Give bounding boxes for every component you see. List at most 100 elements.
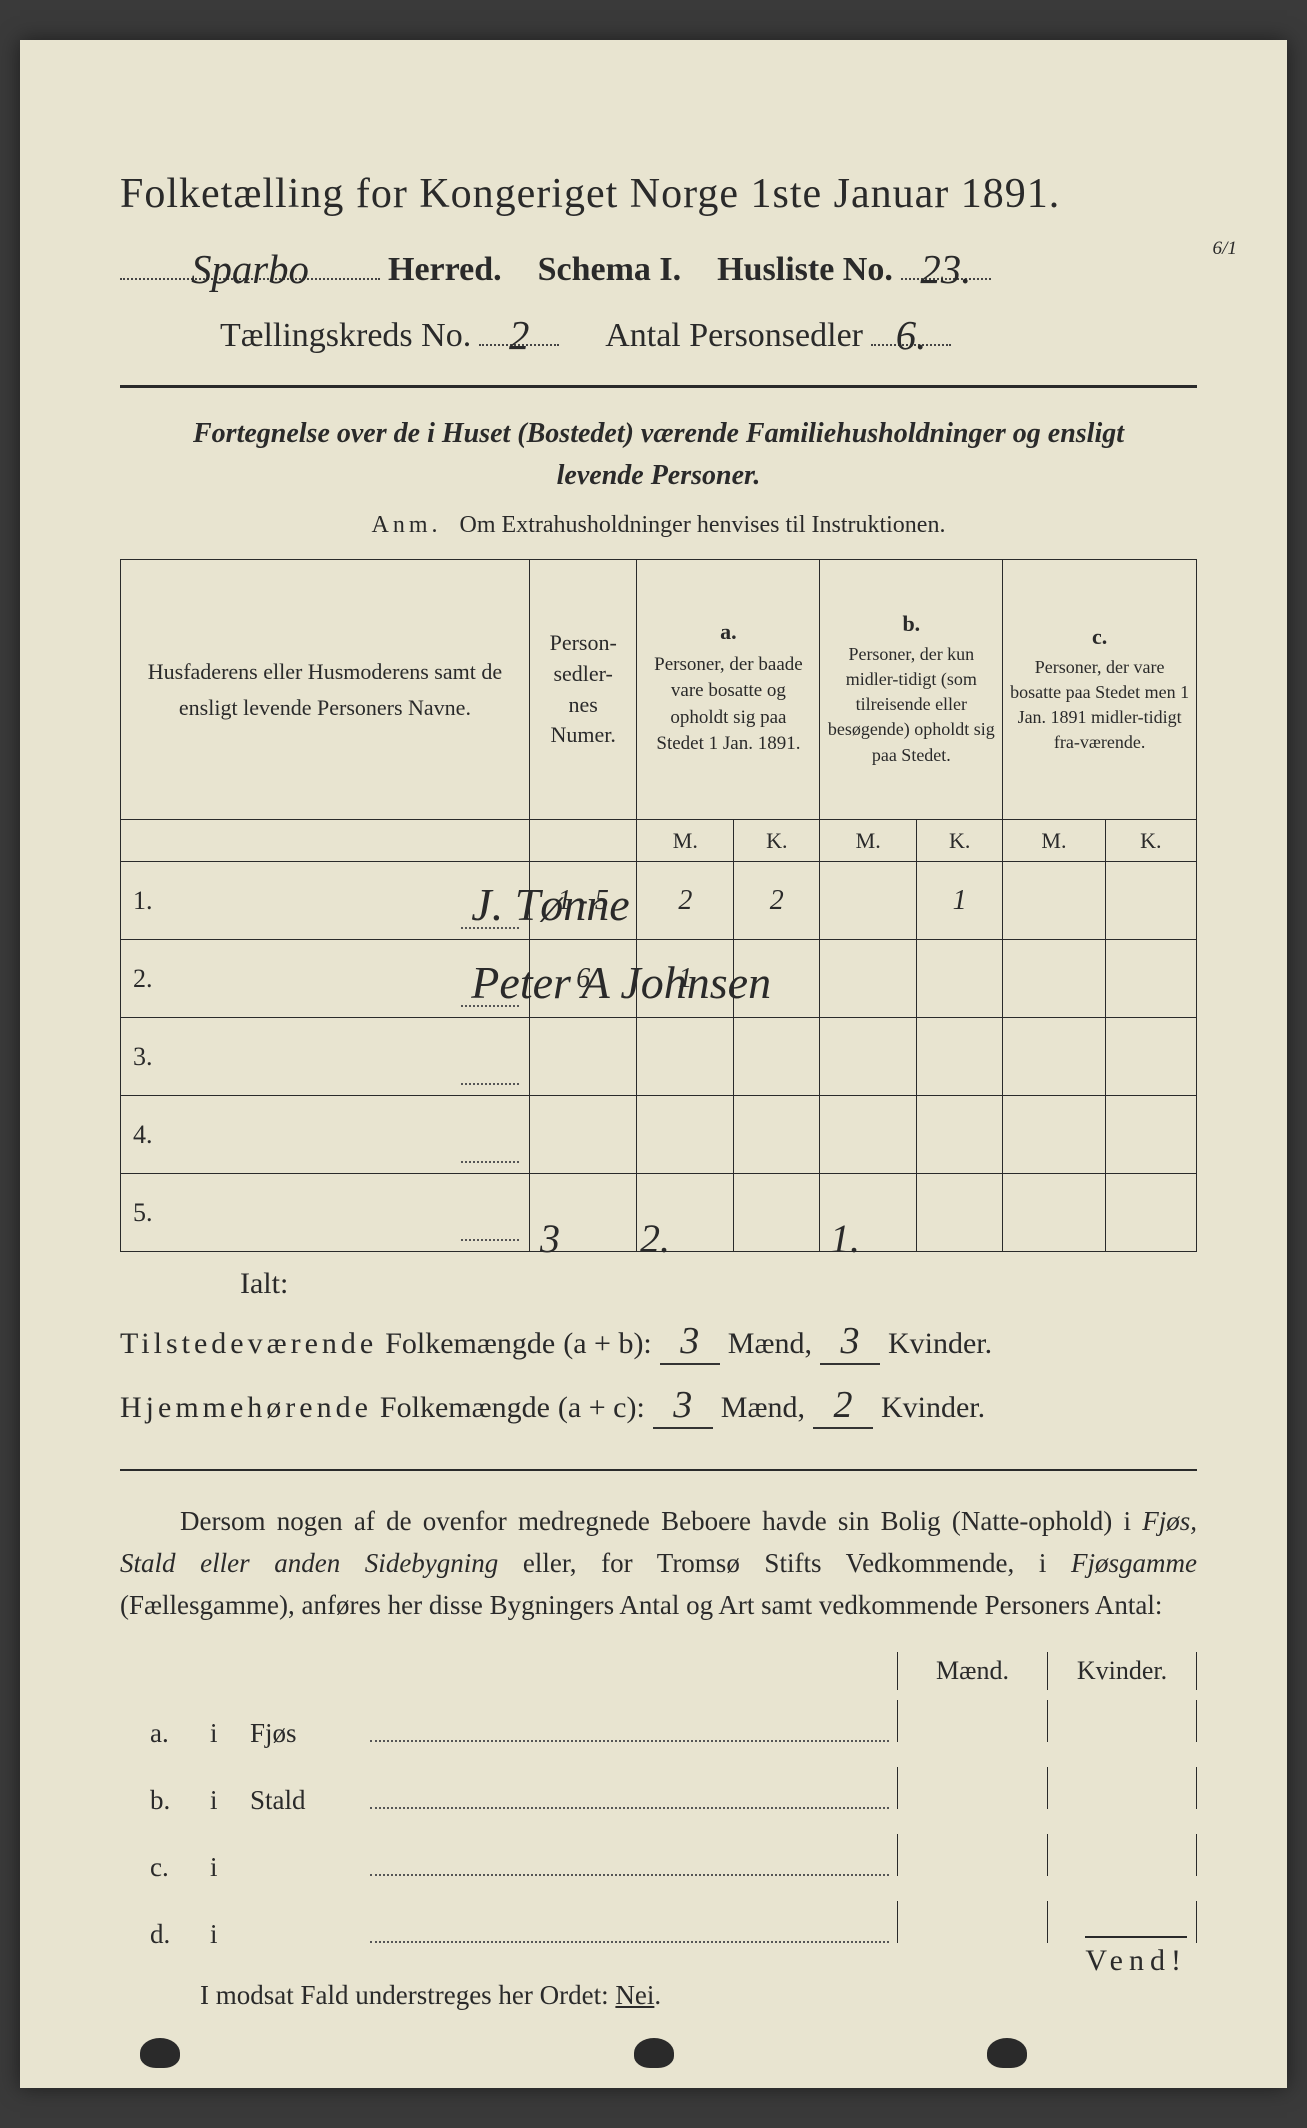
kreds-label: Tællingskreds No. — [220, 317, 471, 355]
punch-hole — [987, 2038, 1027, 2068]
col-c-text: Personer, der vare bosatte paa Stedet me… — [1007, 653, 1192, 758]
b-k-cell — [917, 1174, 1003, 1252]
para-t2: eller, for Tromsø Stifts Vedkommende, i — [498, 1548, 1071, 1578]
b-k-cell: 1 — [917, 862, 1003, 940]
row-number: 3. — [121, 1018, 452, 1096]
punch-hole — [140, 2038, 180, 2068]
col-a-m: M. — [637, 820, 734, 862]
k-col — [1047, 1767, 1197, 1809]
ialt-v3: 1. — [830, 1215, 860, 1262]
mk-column-header: Mænd. Kvinder. — [120, 1652, 1197, 1690]
husliste-label: Husliste No. — [717, 251, 893, 289]
summary-line-2: Hjemmehørende Folkemængde (a + c): 3 Mæn… — [120, 1383, 1197, 1429]
col-b-text: Personer, der kun midler-tidigt (som til… — [824, 640, 998, 770]
herred-label: Herred. — [388, 251, 502, 289]
sum2-m: 3 — [653, 1383, 713, 1429]
sum1-m: 3 — [660, 1319, 720, 1365]
mk-k-label: Kvinder. — [1047, 1652, 1197, 1690]
sum2-maend: Mænd, — [721, 1391, 805, 1425]
table-row: 1.J. Tønne1 - 5221 — [121, 862, 1197, 940]
annotation-line: Anm. Om Extrahusholdninger henvises til … — [120, 512, 1197, 539]
letter-i: i — [210, 1785, 250, 1816]
col-c-header: c. Personer, der vare bosatte paa Stedet… — [1003, 560, 1197, 820]
husliste-field: 23. — [901, 243, 991, 280]
letter-label: b. — [150, 1785, 210, 1816]
letter-word: Stald — [250, 1785, 370, 1816]
sum1-maend: Mænd, — [728, 1327, 812, 1361]
nei-pre: I modsat Fald understreges her Ordet: — [200, 1980, 615, 2010]
letter-row: c.i — [120, 1834, 1197, 1883]
k-col — [1047, 1700, 1197, 1742]
c-m-cell — [1003, 1018, 1105, 1096]
a-k-cell — [734, 1096, 820, 1174]
header-line-3: Tællingskreds No. 2 Antal Personsedler 6… — [120, 309, 1197, 355]
c-k-cell — [1105, 862, 1196, 940]
dotted-line — [370, 1740, 889, 1742]
c-m-cell — [1003, 1174, 1105, 1252]
name-cell — [451, 1018, 529, 1096]
b-m-cell — [820, 1018, 917, 1096]
col-a-k: K. — [734, 820, 820, 862]
mk-m-label: Mænd. — [897, 1652, 1047, 1690]
m-col — [897, 1834, 1047, 1876]
col-b-k: K. — [917, 820, 1003, 862]
col-num-text: Person- sedler- nes Numer. — [534, 628, 633, 751]
anm-text: Om Extrahusholdninger henvises til Instr… — [460, 512, 946, 538]
name-cell — [451, 1096, 529, 1174]
sum1-common: Folkemængde — [385, 1327, 555, 1361]
sum2-k: 2 — [813, 1383, 873, 1429]
col-c-label: c. — [1007, 622, 1192, 653]
row-number: 1. — [121, 862, 452, 940]
letter-row: a.iFjøs — [120, 1700, 1197, 1749]
letter-word: Fjøs — [250, 1718, 370, 1749]
row-number: 2. — [121, 940, 452, 1018]
table-row: 3. — [121, 1018, 1197, 1096]
b-m-cell — [820, 940, 917, 1018]
ialt-v1: 2. — [640, 1215, 670, 1262]
b-m-cell — [820, 862, 917, 940]
b-m-cell — [820, 1096, 917, 1174]
nei-post: . — [654, 1980, 661, 2010]
sum1-k: 3 — [820, 1319, 880, 1365]
sum2-label: Hjemmehørende — [120, 1391, 372, 1425]
sum2-kvinder: Kvinder. — [881, 1391, 985, 1425]
sum1-formula: (a + b): — [563, 1327, 652, 1361]
sum1-kvinder: Kvinder. — [888, 1327, 992, 1361]
b-k-cell — [917, 940, 1003, 1018]
ialt-nums: 3 2. 1. — [540, 1215, 860, 1262]
header-line-2: Sparbo Herred. Schema I. Husliste No. 23… — [120, 243, 1197, 289]
m-col — [897, 1901, 1047, 1943]
ialt-v0: 3 — [540, 1215, 560, 1262]
herred-field: Sparbo — [120, 243, 380, 280]
sedler-cell — [529, 1018, 637, 1096]
kreds-field: 2 — [479, 309, 559, 346]
nei-line: I modsat Fald understreges her Ordet: Ne… — [120, 1980, 1197, 2011]
letter-row: b.iStald — [120, 1767, 1197, 1816]
divider — [120, 385, 1197, 388]
mk-header-row: M. K. M. K. M. K. — [121, 820, 1197, 862]
antal-field: 6. — [871, 309, 951, 346]
c-m-cell — [1003, 1096, 1105, 1174]
herred-value: Sparbo — [191, 246, 309, 293]
name-value: Peter A Johnsen — [471, 956, 771, 1009]
letter-i: i — [210, 1852, 250, 1883]
vend-label: Vend! — [1085, 1936, 1187, 1978]
letter-label: c. — [150, 1852, 210, 1883]
punch-hole — [634, 2038, 674, 2068]
c-m-cell — [1003, 862, 1105, 940]
sum1-label: Tilstedeværende — [120, 1327, 377, 1361]
ialt-label: Ialt: — [240, 1267, 288, 1300]
c-k-cell — [1105, 1018, 1196, 1096]
a-m-cell — [637, 1096, 734, 1174]
name-value: J. Tønne — [471, 878, 629, 931]
name-cell: Peter A Johnsen — [451, 940, 529, 1018]
letter-label: d. — [150, 1919, 210, 1950]
antal-label: Antal Personsedler — [605, 317, 863, 355]
dotted-line — [370, 1807, 889, 1809]
col-a-label: a. — [641, 617, 815, 648]
kreds-value: 2 — [509, 312, 529, 359]
ialt-block: 3 2. 1. Ialt: — [120, 1267, 1197, 1301]
name-cell: J. Tønne — [451, 862, 529, 940]
col-b-label: b. — [824, 609, 998, 640]
k-col — [1047, 1834, 1197, 1876]
